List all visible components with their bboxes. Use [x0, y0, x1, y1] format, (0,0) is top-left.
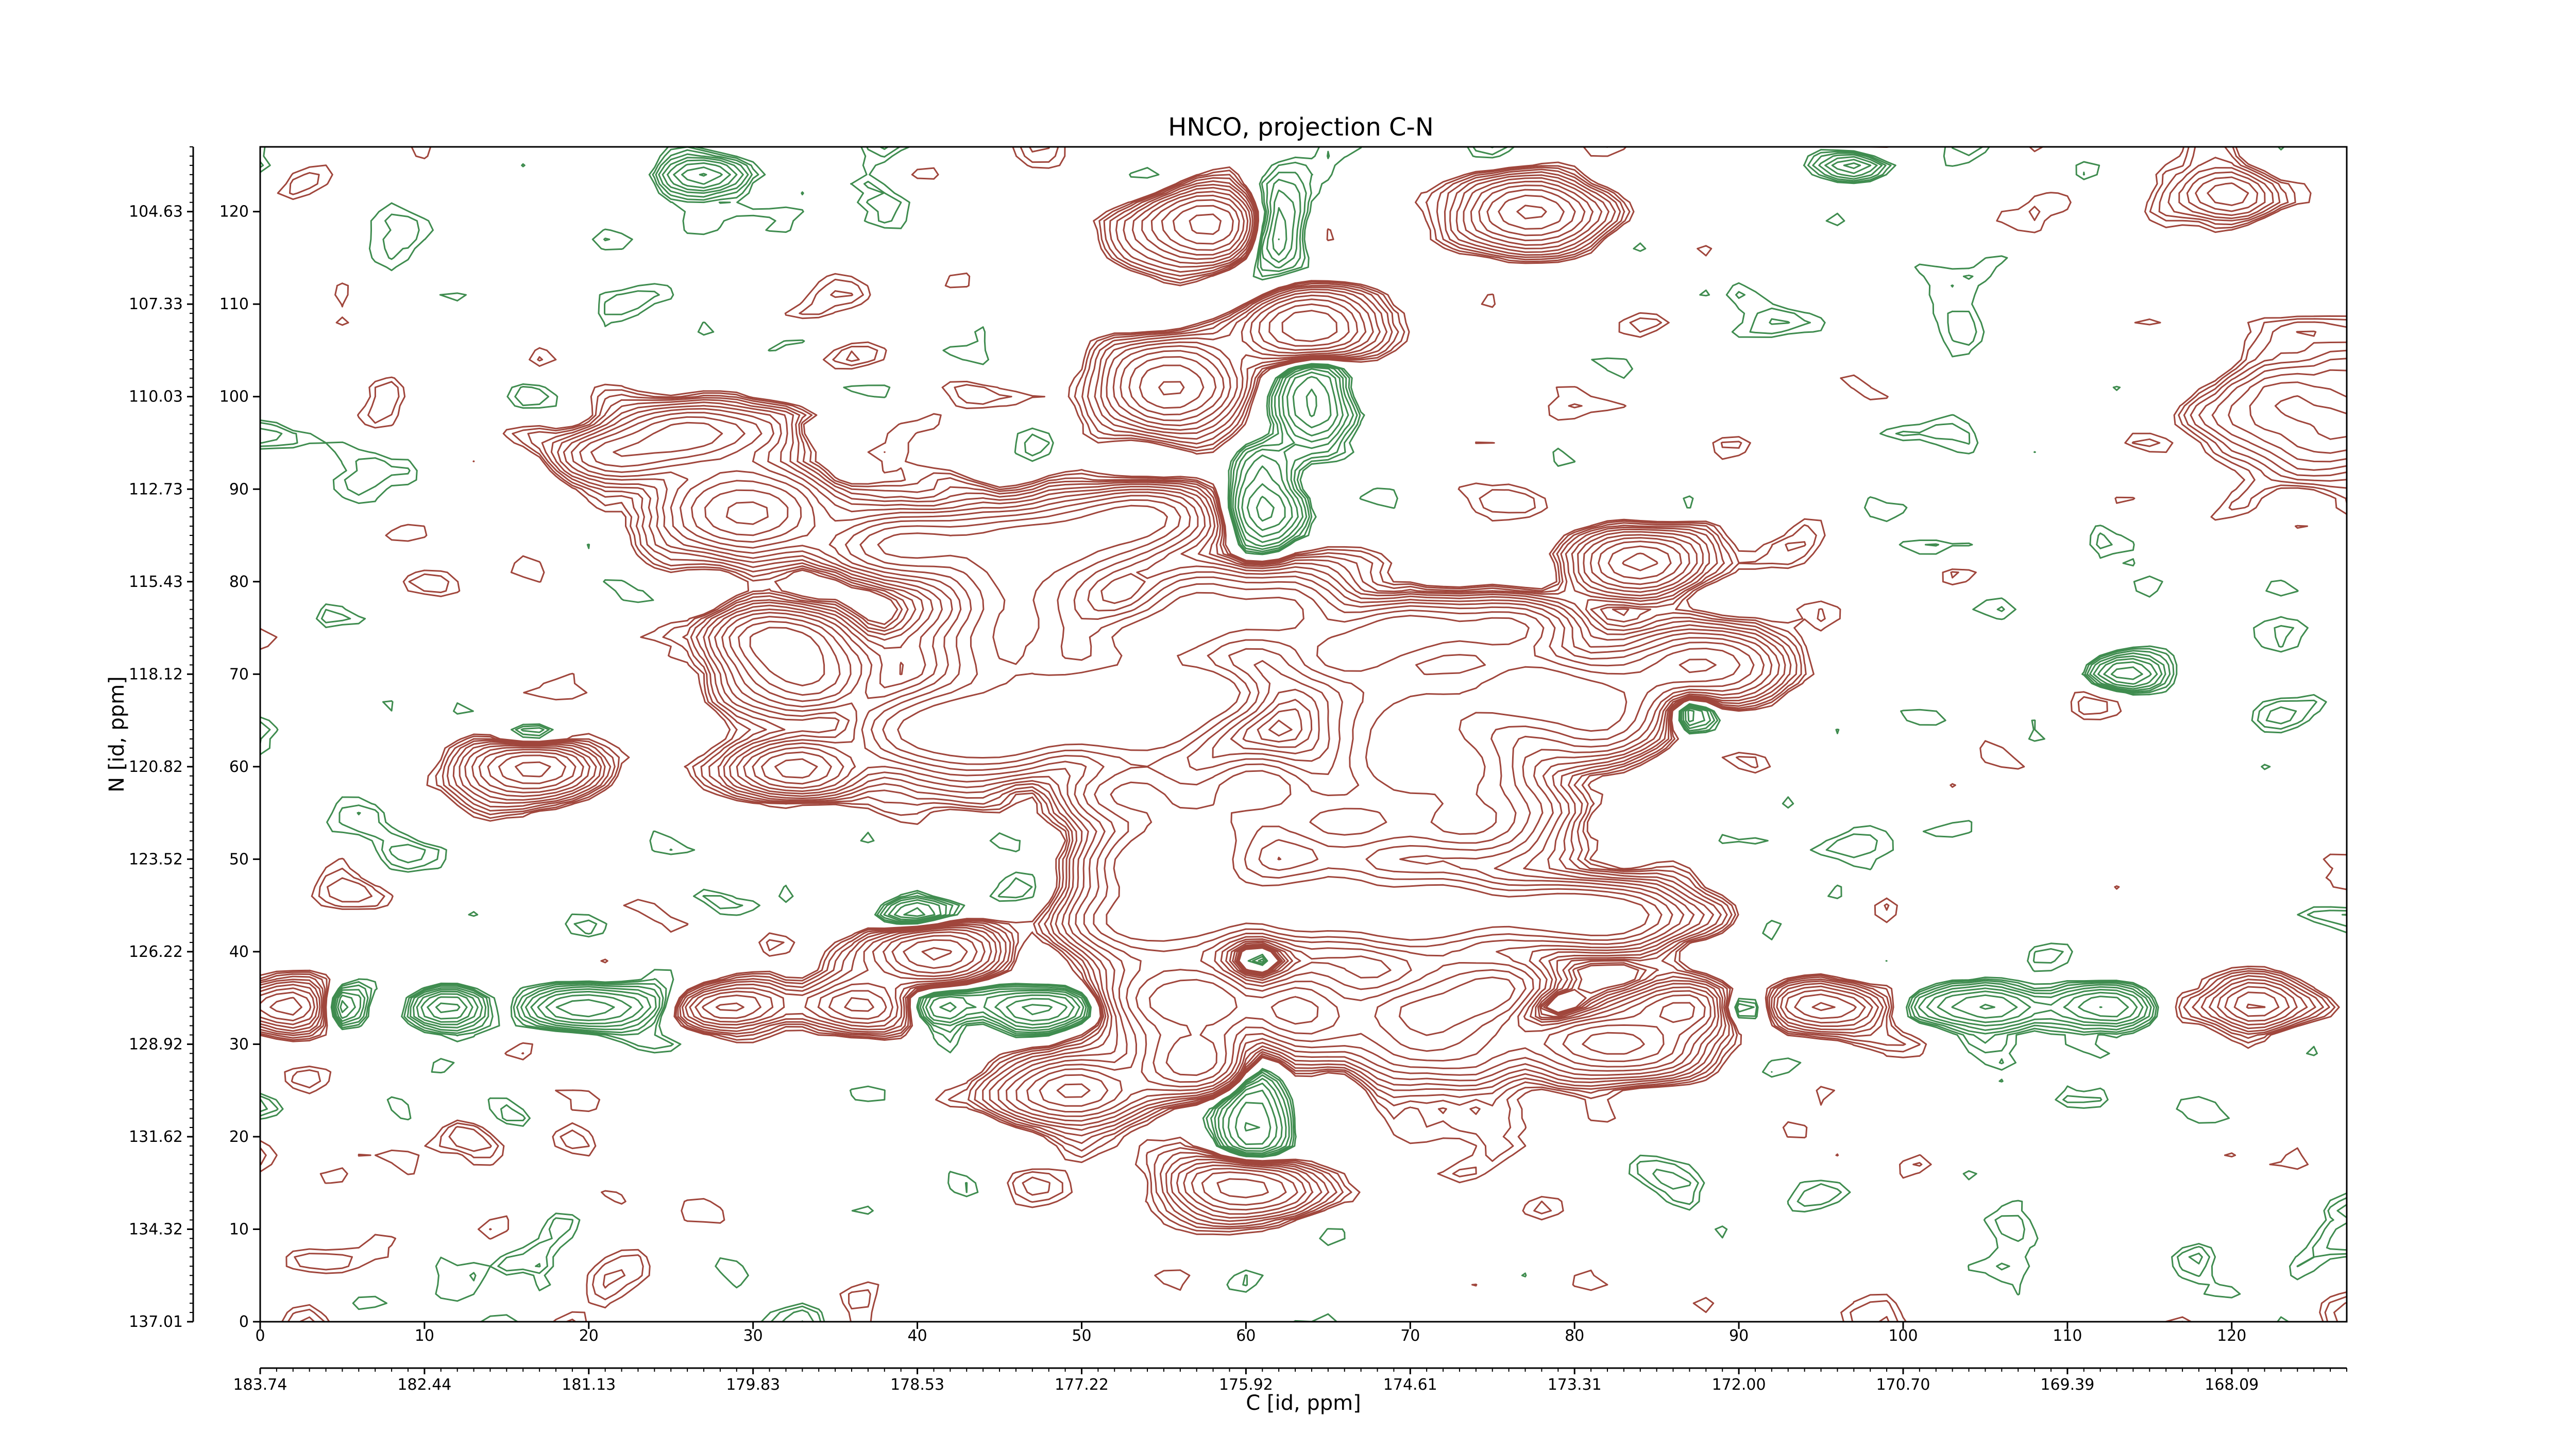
negative-contour-level-8	[435, 173, 2103, 1132]
x-ppm-tick-label: 170.70	[1876, 1376, 1930, 1394]
x-ppm-tick-label: 177.22	[1055, 1376, 1109, 1394]
x-index-tick-label: 80	[1565, 1327, 1584, 1345]
y-ppm-tick-label: 134.32	[129, 1220, 183, 1238]
x-index-tick-label: 50	[1072, 1327, 1091, 1345]
y-ppm-tick-label: 123.52	[129, 850, 183, 868]
negative-contour-level-6	[340, 162, 2152, 1150]
y-index-tick-label: 0	[239, 1313, 249, 1331]
y-ppm-tick-label: 118.12	[129, 665, 183, 683]
x-ppm-tick-label: 169.39	[2040, 1376, 2094, 1394]
y-ppm-tick-label: 131.62	[129, 1128, 183, 1146]
y-ppm-tick-label: 107.33	[129, 295, 183, 313]
y-index-tick-label: 100	[219, 388, 249, 406]
y-index-tick-label: 30	[229, 1035, 249, 1053]
y-index-tick-label: 10	[229, 1220, 249, 1238]
negative-contour-level-0	[259, 146, 2348, 1323]
positive-contour-level-0	[259, 146, 2348, 1323]
negative-contour-level-2	[259, 146, 2348, 1323]
x-ppm-tick-label: 174.61	[1383, 1376, 1437, 1394]
x-index-tick-label: 70	[1400, 1327, 1420, 1345]
x-index-tick-label: 110	[2053, 1327, 2082, 1345]
x-ppm-tick-label: 172.00	[1712, 1376, 1766, 1394]
negative-contour-level-5	[337, 159, 2158, 1152]
x-index-tick-label: 0	[255, 1327, 265, 1345]
x-index-tick-label: 30	[743, 1327, 763, 1345]
positive-contour-level-7	[259, 180, 2348, 1215]
chart-title: HNCO, projection C-N	[1168, 113, 1434, 142]
x-index-tick-label: 10	[415, 1327, 434, 1345]
y-index-tick-label: 90	[229, 480, 249, 498]
x-ppm-tick-label: 178.53	[890, 1376, 944, 1394]
negative-contour-level-7	[427, 166, 2143, 1145]
x-index-tick-label: 100	[1888, 1327, 1918, 1345]
y-axis-ppm: 137.01 134.32 131.62 128.92 126.22 123.52 120.…	[129, 146, 194, 1331]
positive-contour-level-10	[498, 194, 1741, 1199]
x-axis-title: C [id, ppm]	[1246, 1391, 1361, 1415]
x-ppm-tick-label: 182.44	[397, 1376, 451, 1394]
positive-contour-level-3	[259, 157, 2348, 1228]
plot-frame	[259, 146, 2348, 1323]
y-ppm-tick-label: 104.63	[129, 203, 183, 221]
y-ppm-tick-label: 110.03	[129, 388, 183, 406]
x-ppm-tick-label: 175.92	[1219, 1376, 1273, 1394]
y-index-tick-label: 50	[229, 850, 249, 868]
x-index-tick-label: 20	[579, 1327, 599, 1345]
x-ppm-tick-label: 173.31	[1548, 1376, 1602, 1394]
x-axis-index: 0 10 20 30 40 50 60 70 80 90 100 110 120	[255, 1322, 2246, 1345]
x-index-tick-label: 40	[907, 1327, 927, 1345]
positive-contour-level-9	[269, 189, 2266, 1206]
y-axis-index: 0 10 20 30 40 50 60 70 80 90 100 110 120	[219, 203, 260, 1331]
y-index-tick-label: 20	[229, 1128, 249, 1146]
y-index-tick-label: 70	[229, 665, 249, 683]
y-ppm-tick-label: 120.82	[129, 758, 183, 776]
negative-contour-level-4	[335, 156, 2163, 1154]
positive-contour-level-4	[259, 167, 2348, 1225]
y-index-tick-label: 110	[219, 295, 249, 313]
y-index-tick-label: 120	[219, 203, 249, 221]
x-ppm-tick-label: 183.74	[233, 1376, 287, 1394]
positive-contour-level-6	[259, 176, 2348, 1219]
y-axis-title: N [id, ppm]	[105, 676, 129, 793]
y-ppm-tick-label: 128.92	[129, 1035, 183, 1053]
positive-contour-level-8	[259, 184, 2348, 1211]
positive-contour-level-5	[259, 171, 2348, 1222]
x-ppm-tick-label: 179.83	[726, 1376, 780, 1394]
x-ppm-tick-label: 168.09	[2205, 1376, 2259, 1394]
x-ppm-tick-label: 181.13	[562, 1376, 616, 1394]
y-index-tick-label: 40	[229, 943, 249, 961]
y-ppm-tick-label: 115.43	[129, 573, 183, 591]
x-index-tick-label: 120	[2217, 1327, 2246, 1345]
x-index-tick-label: 60	[1236, 1327, 1256, 1345]
y-ppm-tick-label: 137.01	[129, 1313, 183, 1331]
y-ppm-tick-label: 126.22	[129, 943, 183, 961]
x-index-tick-label: 90	[1729, 1327, 1749, 1345]
y-index-tick-label: 60	[229, 758, 249, 776]
positive-contour-level-2	[259, 146, 2348, 1323]
y-index-tick-label: 80	[229, 573, 249, 591]
positive-contour-level-11	[515, 205, 1717, 1098]
negative-contour-level-1	[259, 146, 2348, 1323]
x-axis-ppm: 183.74 182.44 181.13 179.83 178.53 177.22 175.…	[233, 1367, 2347, 1394]
y-ppm-tick-label: 112.73	[129, 480, 183, 498]
contour-plot	[259, 146, 2348, 1323]
